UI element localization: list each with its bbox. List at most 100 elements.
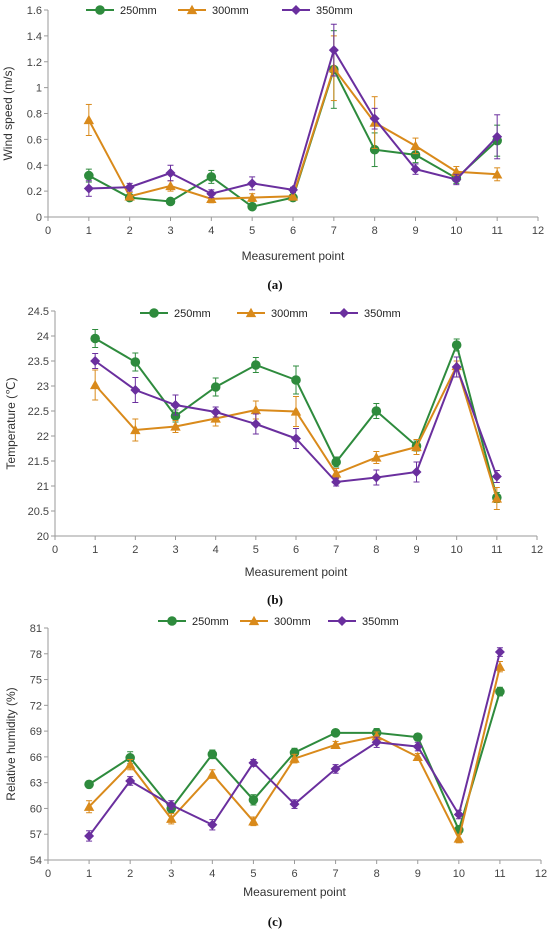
y-tick-label: 1.4 — [27, 31, 42, 43]
data-point — [289, 799, 300, 810]
data-point — [170, 421, 181, 431]
legend-label: 350mm — [316, 5, 353, 17]
panel-caption: (a) — [267, 277, 282, 292]
y-tick-label: 0 — [36, 212, 42, 224]
data-point — [89, 379, 101, 390]
y-axis-label: Temperature (℃) — [4, 377, 18, 469]
data-point — [495, 686, 505, 697]
data-point — [491, 493, 503, 503]
x-axis-label: Measurement point — [245, 565, 348, 579]
data-point — [250, 404, 262, 415]
data-point — [371, 452, 382, 462]
series-300mm — [83, 35, 503, 204]
x-tick-label: 3 — [172, 544, 178, 556]
x-tick-label: 7 — [333, 868, 339, 880]
data-point — [248, 795, 259, 805]
x-axis-label: Measurement point — [243, 885, 346, 899]
y-tick-label: 24.5 — [28, 306, 49, 318]
y-tick-label: 21.5 — [28, 456, 49, 468]
data-point — [491, 169, 503, 179]
legend-marker — [149, 308, 159, 318]
x-tick-label: 8 — [374, 868, 380, 880]
y-tick-label: 23.5 — [28, 356, 49, 368]
legend-label: 250mm — [174, 308, 211, 320]
series-350mm — [90, 353, 502, 487]
x-tick-label: 6 — [293, 544, 299, 556]
data-point — [371, 731, 382, 741]
data-point — [289, 753, 300, 763]
data-point — [331, 477, 342, 487]
legend-marker — [245, 307, 257, 318]
legend-label: 350mm — [364, 308, 401, 320]
x-tick-label: 12 — [532, 225, 544, 237]
data-point — [411, 467, 422, 477]
x-tick-label: 10 — [450, 225, 462, 237]
y-tick-label: 24 — [37, 331, 49, 343]
legend-label: 350mm — [362, 616, 399, 628]
data-point — [84, 779, 94, 790]
data-point — [410, 164, 421, 175]
data-point — [247, 178, 258, 189]
data-point — [330, 728, 341, 738]
legend-label: 300mm — [271, 308, 308, 320]
x-tick-label: 2 — [132, 544, 138, 556]
data-point — [124, 182, 135, 193]
data-point — [290, 406, 302, 416]
data-point — [83, 183, 94, 194]
data-point — [330, 763, 341, 774]
data-point — [371, 737, 382, 748]
legend-label: 300mm — [274, 616, 311, 628]
data-point — [124, 191, 135, 201]
panel-caption: (b) — [267, 592, 283, 607]
data-point — [90, 333, 100, 344]
y-tick-label: 1.2 — [27, 57, 42, 69]
data-point — [328, 45, 339, 56]
data-point — [250, 419, 261, 429]
data-point — [166, 813, 177, 823]
series-350mm — [84, 647, 505, 842]
series-250mm — [84, 30, 502, 212]
data-point — [494, 647, 505, 658]
data-point — [207, 819, 218, 830]
data-point — [330, 739, 341, 750]
data-point — [251, 360, 261, 370]
data-point — [331, 457, 341, 467]
data-point — [207, 749, 218, 760]
y-axis-label: Relative humidity (%) — [4, 687, 18, 800]
data-point — [291, 375, 301, 385]
legend-marker — [291, 5, 301, 15]
y-tick-label: 72 — [30, 700, 42, 712]
data-point — [369, 113, 380, 124]
x-tick-label: 7 — [333, 544, 339, 556]
legend-item-300mm: 300mm — [240, 615, 311, 628]
data-point — [451, 362, 462, 372]
y-tick-label: 81 — [30, 623, 42, 635]
data-point — [210, 382, 221, 392]
data-point — [90, 356, 101, 366]
x-tick-label: 7 — [331, 225, 337, 237]
x-tick-label: 1 — [92, 544, 98, 556]
legend-marker — [167, 616, 177, 626]
x-tick-label: 11 — [491, 225, 502, 237]
data-point — [412, 741, 423, 752]
data-point — [248, 816, 259, 826]
x-tick-label: 0 — [52, 544, 58, 556]
data-point — [170, 400, 181, 410]
legend-marker — [186, 4, 198, 15]
data-point — [492, 131, 503, 142]
y-tick-label: 0.6 — [27, 134, 42, 146]
data-point — [165, 168, 176, 179]
x-tick-label: 3 — [168, 868, 174, 880]
y-tick-label: 22.5 — [28, 406, 49, 418]
y-tick-label: 20.5 — [28, 506, 49, 518]
y-tick-label: 20 — [37, 531, 49, 543]
y-tick-label: 23 — [37, 381, 49, 393]
data-point — [451, 174, 462, 185]
x-tick-label: 12 — [531, 544, 543, 556]
x-tick-label: 1 — [86, 868, 92, 880]
data-point — [246, 192, 258, 202]
data-point — [165, 196, 176, 207]
legend-item-250mm: 250mm — [158, 616, 229, 628]
